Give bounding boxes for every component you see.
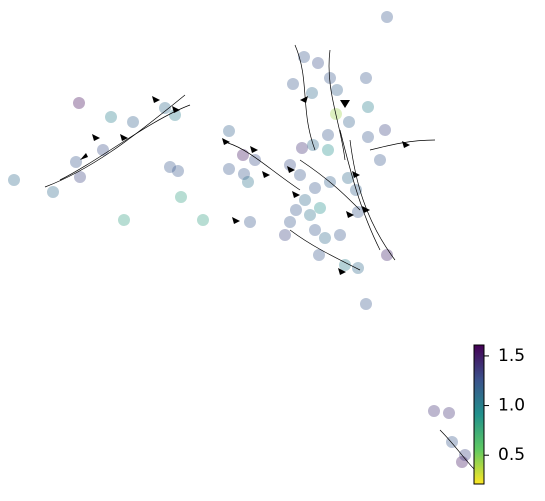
colorbar-tick-label: 1.5 — [498, 346, 525, 366]
point — [314, 202, 326, 214]
point — [47, 186, 59, 198]
point — [322, 129, 334, 141]
point — [127, 116, 139, 128]
point — [360, 298, 372, 310]
colorbar-tick-label: 1.0 — [498, 396, 525, 416]
arrows — [80, 96, 410, 275]
point — [322, 144, 334, 156]
point — [73, 97, 85, 109]
point — [309, 182, 321, 194]
point — [118, 214, 130, 226]
point — [319, 232, 331, 244]
point — [312, 57, 324, 69]
point — [172, 165, 184, 177]
point — [169, 109, 181, 121]
point — [374, 154, 386, 166]
point — [352, 262, 364, 274]
point — [443, 407, 455, 419]
point — [339, 259, 351, 271]
point — [290, 204, 302, 216]
point — [334, 229, 346, 241]
point — [379, 124, 391, 136]
point — [279, 229, 291, 241]
colorbar — [473, 344, 485, 485]
point — [343, 116, 355, 128]
point — [360, 72, 372, 84]
point — [381, 11, 393, 23]
point — [299, 194, 311, 206]
point — [223, 125, 235, 137]
point — [197, 214, 209, 226]
point — [242, 176, 254, 188]
point — [298, 51, 310, 63]
point — [324, 72, 336, 84]
point — [313, 249, 325, 261]
point — [342, 172, 354, 184]
point — [381, 249, 393, 261]
point — [164, 161, 176, 173]
streamlines — [44, 44, 476, 471]
point — [362, 101, 374, 113]
point — [70, 156, 82, 168]
point — [223, 163, 235, 175]
point — [284, 216, 296, 228]
point — [244, 216, 256, 228]
point — [306, 87, 318, 99]
point — [249, 154, 261, 166]
point — [304, 209, 316, 221]
point — [287, 78, 299, 90]
point — [428, 405, 440, 417]
point — [352, 206, 364, 218]
point — [105, 111, 117, 123]
point — [238, 168, 250, 180]
point — [175, 191, 187, 203]
colorbar-ticks: 0.5 1.0 1.5 — [484, 346, 525, 465]
point — [237, 149, 249, 161]
point — [456, 456, 468, 468]
point — [331, 84, 343, 96]
point — [284, 159, 296, 171]
point — [446, 436, 458, 448]
point — [296, 142, 308, 154]
points — [8, 11, 471, 468]
colorbar-tick-label: 0.5 — [498, 445, 525, 465]
point — [294, 169, 306, 181]
point — [362, 131, 374, 143]
point — [309, 224, 321, 236]
point — [159, 102, 171, 114]
point — [74, 171, 86, 183]
point — [459, 449, 471, 461]
point — [8, 174, 20, 186]
